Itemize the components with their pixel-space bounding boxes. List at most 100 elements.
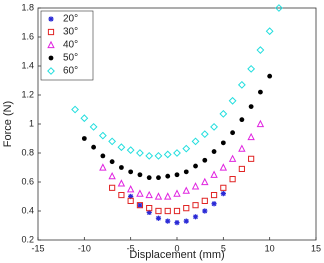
x-tick-label: -10 (78, 243, 91, 253)
marker (183, 169, 189, 175)
marker (136, 189, 144, 197)
marker (237, 80, 246, 89)
marker (183, 205, 190, 212)
marker (210, 170, 218, 178)
marker (109, 159, 115, 165)
legend-label: 40° (63, 40, 78, 51)
marker (275, 4, 283, 12)
marker (202, 208, 208, 214)
marker (201, 177, 209, 186)
marker (163, 150, 172, 159)
x-tick-label: -15 (31, 243, 44, 253)
legend-label: 20° (63, 14, 78, 25)
marker (99, 163, 107, 171)
marker (183, 218, 189, 224)
marker (248, 155, 255, 162)
marker (210, 122, 218, 131)
marker (128, 193, 134, 200)
marker (219, 163, 228, 171)
y-tick-label: 1 (29, 118, 34, 128)
series (128, 191, 226, 226)
marker (165, 218, 171, 224)
marker (137, 202, 143, 208)
marker (156, 175, 161, 181)
marker (267, 73, 273, 79)
marker (126, 146, 135, 155)
marker (81, 136, 87, 141)
x-tick-label: 10 (265, 243, 275, 253)
marker (230, 130, 236, 136)
marker (47, 28, 55, 36)
marker (100, 153, 106, 159)
marker (136, 149, 144, 157)
marker (220, 140, 226, 146)
series (71, 4, 283, 160)
marker (154, 151, 163, 160)
legend-label: 30° (63, 27, 78, 38)
marker (200, 130, 209, 139)
legend-label: 50° (63, 53, 78, 64)
marker (108, 137, 117, 146)
marker (192, 214, 199, 220)
marker (265, 27, 274, 36)
marker (211, 149, 217, 154)
marker (146, 205, 153, 212)
marker (229, 176, 236, 183)
y-tick-label: 1.2 (21, 89, 34, 99)
marker (118, 191, 125, 199)
x-axis-label: Displacement (mm) (129, 249, 224, 261)
marker (174, 220, 180, 226)
marker (155, 215, 162, 221)
marker (126, 185, 135, 193)
marker (48, 55, 54, 61)
marker (202, 157, 208, 163)
marker (256, 46, 265, 54)
marker (128, 169, 134, 175)
marker (91, 144, 96, 150)
marker (256, 119, 265, 128)
series (109, 155, 255, 215)
marker (98, 131, 107, 140)
marker (146, 209, 152, 216)
legend-label: 60° (63, 66, 78, 77)
marker (146, 175, 152, 181)
marker (80, 114, 89, 123)
marker (48, 16, 54, 22)
marker (119, 165, 124, 170)
marker (164, 207, 171, 215)
marker (117, 179, 126, 187)
marker (89, 122, 98, 131)
marker (145, 190, 153, 199)
marker (258, 89, 263, 95)
marker (219, 109, 228, 118)
marker (247, 132, 255, 141)
y-tick-label: 0.4 (21, 205, 34, 215)
marker (145, 151, 154, 160)
marker (109, 184, 116, 191)
marker (47, 40, 55, 49)
marker (228, 96, 237, 105)
marker (239, 117, 245, 123)
marker (248, 104, 254, 109)
marker (182, 186, 190, 194)
marker (137, 172, 143, 178)
x-tick-label: -5 (127, 243, 135, 253)
marker (192, 202, 199, 209)
marker (247, 64, 256, 73)
marker (108, 171, 116, 180)
x-tick-label: 15 (311, 243, 321, 253)
legend: 20° 30° 40° 50° 60° (40, 10, 94, 81)
marker (228, 154, 237, 162)
marker (191, 137, 200, 146)
marker (210, 191, 218, 199)
marker (173, 189, 181, 197)
series (81, 73, 273, 181)
marker (173, 207, 181, 215)
marker (47, 67, 55, 75)
marker (155, 207, 162, 215)
y-tick-label: 0.6 (21, 176, 34, 186)
marker (201, 197, 208, 204)
marker (238, 144, 246, 152)
marker (127, 197, 134, 204)
